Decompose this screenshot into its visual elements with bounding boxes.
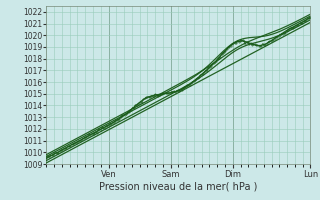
X-axis label: Pression niveau de la mer( hPa ): Pression niveau de la mer( hPa ): [99, 181, 258, 191]
